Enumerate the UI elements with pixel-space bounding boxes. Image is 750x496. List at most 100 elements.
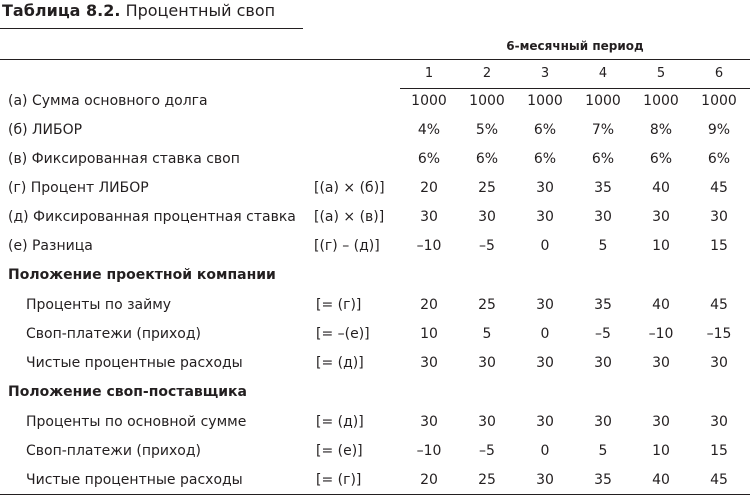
table-cell: 1000 (701, 93, 737, 109)
table-cell: 6% (475, 151, 499, 167)
table-cell: 8% (649, 122, 673, 138)
row-formula: [(а) × (б)] (314, 180, 385, 196)
table-cell: –10 (416, 443, 442, 459)
table-cell: 9% (707, 122, 731, 138)
period-header-rule (400, 88, 750, 89)
table-row: (в) Фиксированная ставка своп 6% 6% 6% 6% 6% 6… (0, 148, 750, 170)
table-cell: 40 (652, 297, 670, 313)
table-cell: 0 (540, 326, 550, 342)
section-row: Положение своп-поставщика (0, 381, 750, 403)
table-cell: 25 (478, 297, 496, 313)
table-row: Чистые процентные расходы [= (г)] 20 25 30 35… (0, 469, 750, 491)
row-label: Проценты по основной сумме (26, 414, 247, 430)
table-title: Таблица 8.2. Процентный своп (2, 0, 275, 22)
table-row: (д) Фиксированная процентная ставка [(а) … (0, 206, 750, 228)
table-cell: 6% (707, 151, 731, 167)
title-underline (0, 28, 303, 29)
table-cell: 0 (540, 238, 550, 254)
table-cell: 6% (533, 151, 557, 167)
table-cell: 5 (598, 443, 608, 459)
row-label: Чистые процентные расходы (26, 355, 243, 371)
table-cell: 1000 (643, 93, 679, 109)
table-cell: –10 (648, 326, 674, 342)
table-cell: 15 (710, 443, 728, 459)
column-header: 3 (540, 66, 550, 81)
table-cell: 30 (652, 414, 670, 430)
row-label: (е) Разница (8, 238, 93, 254)
table-cell: 30 (710, 355, 728, 371)
table-cell: 30 (594, 414, 612, 430)
table-cell: 30 (478, 414, 496, 430)
table-cell: 30 (536, 355, 554, 371)
table-cell: 25 (478, 472, 496, 488)
row-formula: [(г) – (д)] (314, 238, 380, 254)
table-cell: 30 (536, 297, 554, 313)
table-cell: 30 (710, 209, 728, 225)
table-cell: 10 (652, 238, 670, 254)
column-header-row: 1 2 3 4 5 6 (0, 64, 750, 84)
column-header: 6 (714, 66, 724, 81)
column-header: 2 (482, 66, 492, 81)
table-cell: –10 (416, 238, 442, 254)
period-header: 6-месячный период (506, 39, 644, 53)
table-cell: 30 (478, 355, 496, 371)
row-formula: [= –(е)] (316, 326, 370, 342)
table-cell: 30 (652, 355, 670, 371)
row-formula: [= (д)] (316, 414, 364, 430)
section-label: Положение проектной компании (8, 267, 276, 283)
table-row: Своп-платежи (приход) [= (е)] –10 –5 0 5 10 15 (0, 440, 750, 462)
table-cell: 10 (420, 326, 438, 342)
table-cell: 10 (652, 443, 670, 459)
section-row: Положение проектной компании (0, 264, 750, 286)
table-top-rule (0, 59, 750, 60)
table-cell: 30 (710, 414, 728, 430)
table-row: Своп-платежи (приход) [= –(е)] 10 5 0 –5 –10 –1… (0, 323, 750, 345)
row-label: (а) Сумма основного долга (8, 93, 208, 109)
table-cell: –5 (595, 326, 611, 342)
table-cell: 20 (420, 180, 438, 196)
table-bottom-rule (0, 494, 750, 495)
table-row: (б) ЛИБОР 4% 5% 6% 7% 8% 9% (0, 119, 750, 141)
table-cell: 5% (475, 122, 499, 138)
table-cell: 30 (594, 355, 612, 371)
table-cell: 6% (649, 151, 673, 167)
table-row: (г) Процент ЛИБОР [(а) × (б)] 20 25 30 35 40 45 (0, 177, 750, 199)
table-title-text: Процентный своп (125, 1, 276, 20)
row-label: Проценты по займу (26, 297, 172, 313)
row-label: (д) Фиксированная процентная ставка (8, 209, 296, 225)
table-cell: 30 (652, 209, 670, 225)
table-cell: 0 (540, 443, 550, 459)
table-cell: 7% (591, 122, 615, 138)
table-cell: 30 (420, 355, 438, 371)
table-cell: 1000 (411, 93, 447, 109)
table-cell: –15 (706, 326, 732, 342)
table-cell: 5 (598, 238, 608, 254)
table-cell: 1000 (585, 93, 621, 109)
table-cell: 40 (652, 472, 670, 488)
row-formula: [= (е)] (316, 443, 363, 459)
table-cell: 35 (594, 180, 612, 196)
table-cell: –5 (479, 238, 495, 254)
row-label: (г) Процент ЛИБОР (8, 180, 149, 196)
table-cell: 45 (710, 472, 728, 488)
table-row: (а) Сумма основного долга 1000 1000 1000 100… (0, 90, 750, 112)
column-header: 4 (598, 66, 608, 81)
table-cell: 30 (594, 209, 612, 225)
row-formula: [= (г)] (316, 297, 362, 313)
table-row: (е) Разница [(г) – (д)] –10 –5 0 5 10 15 (0, 235, 750, 257)
table-cell: 30 (420, 414, 438, 430)
table-cell: –5 (479, 443, 495, 459)
row-label: (б) ЛИБОР (8, 122, 83, 138)
table-row: Проценты по основной сумме [= (д)] 30 30 30 3… (0, 411, 750, 433)
table-cell: 40 (652, 180, 670, 196)
row-label: Своп-платежи (приход) (26, 443, 201, 459)
table-cell: 20 (420, 472, 438, 488)
section-label: Положение своп-поставщика (8, 384, 247, 400)
table-row: Проценты по займу [= (г)] 20 25 30 35 40 45 (0, 294, 750, 316)
table-cell: 30 (478, 209, 496, 225)
row-label: Чистые процентные расходы (26, 472, 243, 488)
table-cell: 15 (710, 238, 728, 254)
table-cell: 6% (533, 122, 557, 138)
table-cell: 35 (594, 297, 612, 313)
table-cell: 4% (417, 122, 441, 138)
